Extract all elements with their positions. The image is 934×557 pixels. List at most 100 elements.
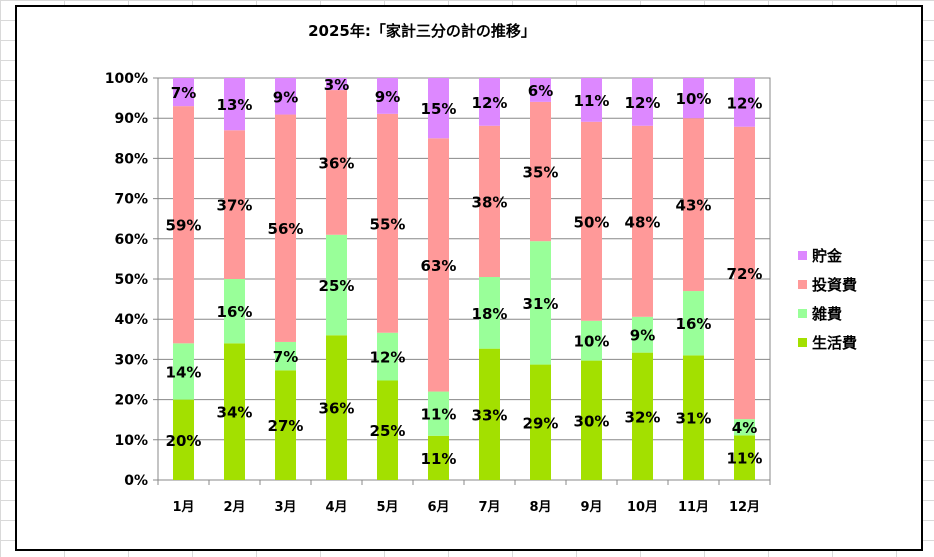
y-tick-label: 100% bbox=[105, 71, 148, 87]
data-label: 11% bbox=[727, 450, 763, 468]
data-label: 25% bbox=[370, 422, 406, 440]
bar-segment bbox=[377, 332, 398, 381]
data-label: 6% bbox=[528, 82, 553, 100]
bar-segment bbox=[632, 316, 653, 353]
bar-segment bbox=[224, 343, 245, 480]
bar-segment bbox=[581, 78, 602, 122]
bar-segment bbox=[683, 78, 704, 119]
bar-segment bbox=[530, 78, 551, 102]
bar-segment bbox=[275, 114, 296, 342]
bar-segment bbox=[224, 78, 245, 131]
legend-swatch bbox=[798, 251, 807, 260]
bar-segment bbox=[734, 435, 755, 480]
bar-segment bbox=[377, 380, 398, 480]
data-label: 20% bbox=[166, 432, 202, 450]
bar-segment bbox=[530, 101, 551, 242]
bar-segment bbox=[377, 113, 398, 333]
y-tick-label: 50% bbox=[114, 272, 148, 288]
bar-segment bbox=[479, 348, 500, 480]
bar-segment bbox=[377, 78, 398, 114]
x-tick-label: 1月 bbox=[172, 500, 194, 515]
data-label: 63% bbox=[421, 257, 457, 275]
data-label: 11% bbox=[421, 450, 457, 468]
bar-segment bbox=[530, 364, 551, 480]
legend-label: 貯金 bbox=[812, 247, 843, 265]
data-label: 33% bbox=[472, 406, 508, 424]
bar-segment bbox=[581, 360, 602, 480]
data-label: 34% bbox=[217, 404, 253, 422]
data-label: 36% bbox=[319, 154, 355, 172]
legend-label: 雑費 bbox=[811, 305, 842, 323]
data-label: 10% bbox=[676, 90, 712, 108]
bar-segment bbox=[428, 78, 449, 139]
data-label: 72% bbox=[727, 265, 763, 283]
data-label: 12% bbox=[625, 94, 661, 112]
x-tick-label: 4月 bbox=[325, 500, 347, 515]
bar-segment bbox=[683, 291, 704, 356]
bar-segment bbox=[581, 121, 602, 321]
data-label: 35% bbox=[523, 164, 559, 182]
bar-segment bbox=[428, 435, 449, 480]
data-label: 55% bbox=[370, 215, 406, 233]
data-label: 36% bbox=[319, 400, 355, 418]
data-label: 4% bbox=[732, 419, 757, 437]
chart-title: 2025年:「家計三分の計の推移」 bbox=[308, 22, 536, 40]
y-tick-label: 40% bbox=[114, 312, 148, 328]
data-label: 38% bbox=[472, 193, 508, 211]
bar-segment bbox=[734, 419, 755, 436]
data-label: 7% bbox=[273, 348, 298, 366]
data-label: 30% bbox=[574, 412, 610, 430]
bar-segment bbox=[734, 78, 755, 127]
data-label: 12% bbox=[727, 94, 763, 112]
data-label: 11% bbox=[421, 406, 457, 424]
legend-swatch bbox=[798, 280, 807, 289]
data-label: 27% bbox=[268, 417, 304, 435]
bar-segment bbox=[326, 78, 347, 91]
data-label: 15% bbox=[421, 100, 457, 118]
data-label: 56% bbox=[268, 220, 304, 238]
x-tick-label: 12月 bbox=[729, 500, 760, 515]
bar-segment bbox=[275, 78, 296, 115]
data-label: 12% bbox=[370, 349, 406, 367]
legend-label: 生活費 bbox=[812, 334, 857, 352]
x-tick-label: 8月 bbox=[529, 500, 551, 515]
data-label: 16% bbox=[217, 303, 253, 321]
data-label: 14% bbox=[166, 363, 202, 381]
data-label: 9% bbox=[273, 88, 298, 106]
bar-segment bbox=[173, 78, 194, 107]
legend-swatch bbox=[798, 338, 807, 347]
bar-segment bbox=[734, 126, 755, 420]
y-tick-label: 60% bbox=[114, 232, 148, 248]
bar-segment bbox=[479, 125, 500, 278]
x-tick-label: 3月 bbox=[274, 500, 296, 515]
bar-segment bbox=[479, 78, 500, 126]
x-tick-label: 7月 bbox=[478, 500, 500, 515]
bar-segment bbox=[224, 130, 245, 279]
data-label: 32% bbox=[625, 408, 661, 426]
y-tick-label: 20% bbox=[114, 393, 148, 409]
bar-segment bbox=[479, 277, 500, 349]
y-tick-label: 10% bbox=[114, 433, 148, 449]
data-label: 31% bbox=[676, 410, 712, 428]
bar-segment bbox=[326, 335, 347, 480]
x-tick-label: 5月 bbox=[376, 500, 398, 515]
data-label: 7% bbox=[171, 84, 196, 102]
bar-segment bbox=[683, 355, 704, 480]
bar-segment bbox=[275, 341, 296, 371]
data-label: 13% bbox=[217, 96, 253, 114]
data-label: 12% bbox=[472, 94, 508, 112]
x-tick-label: 11月 bbox=[678, 500, 709, 515]
bar-segment bbox=[275, 370, 296, 480]
data-label: 37% bbox=[217, 197, 253, 215]
data-label: 25% bbox=[319, 277, 355, 295]
legend-label: 投資費 bbox=[812, 276, 857, 294]
data-label: 9% bbox=[630, 327, 655, 345]
y-tick-label: 90% bbox=[114, 111, 148, 127]
bar-segment bbox=[173, 343, 194, 400]
bar-segment bbox=[632, 352, 653, 480]
bar-segment bbox=[581, 320, 602, 361]
bar-segment bbox=[326, 234, 347, 336]
data-label: 11% bbox=[574, 92, 610, 110]
x-tick-label: 9月 bbox=[580, 500, 602, 515]
